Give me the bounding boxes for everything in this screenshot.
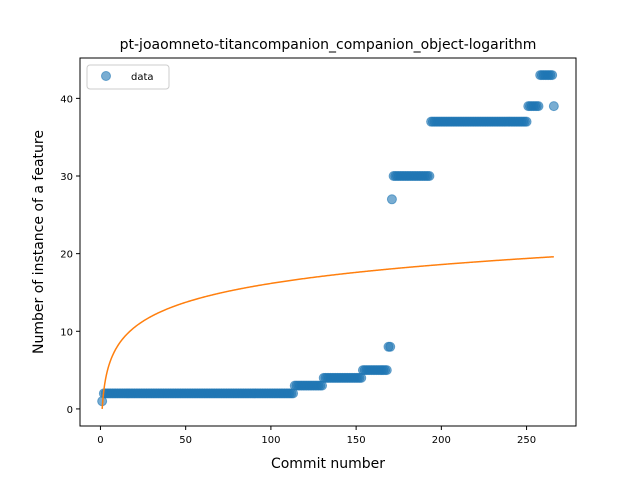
legend-box — [86, 64, 170, 90]
y-tick-label: 20 — [60, 250, 73, 261]
chart-title: pt-joaomneto-titancompanion_companion_ob… — [120, 37, 537, 53]
x-tick-label: 250 — [517, 435, 536, 446]
data-point — [386, 194, 397, 205]
x-axis-label: Commit number — [271, 456, 385, 472]
y-axis: 0 10 20 30 40 — [60, 94, 80, 416]
x-tick-label: 0 — [97, 435, 103, 446]
legend-label: data — [131, 72, 154, 83]
x-tick-label: 150 — [347, 435, 366, 446]
data-point — [424, 171, 435, 182]
data-point — [533, 101, 544, 112]
y-tick-label: 10 — [60, 327, 73, 338]
data-point — [547, 70, 558, 81]
y-axis-label: Number of instance of a feature — [31, 130, 47, 354]
legend: data — [86, 64, 170, 90]
y-tick-label: 0 — [67, 405, 73, 416]
x-tick-label: 100 — [261, 435, 280, 446]
legend-marker — [101, 71, 111, 81]
x-axis: 0 50 100 150 200 250 — [97, 426, 536, 446]
data-point — [385, 341, 396, 352]
data-point — [521, 116, 532, 127]
data-point — [548, 101, 559, 112]
fit-line — [101, 256, 554, 409]
plot-frame — [79, 57, 577, 427]
data-point — [381, 365, 392, 376]
x-tick-label: 200 — [432, 435, 451, 446]
plot-marks — [97, 70, 559, 409]
y-tick-label: 40 — [60, 94, 73, 105]
y-tick-label: 30 — [60, 172, 73, 183]
x-tick-label: 50 — [179, 435, 192, 446]
